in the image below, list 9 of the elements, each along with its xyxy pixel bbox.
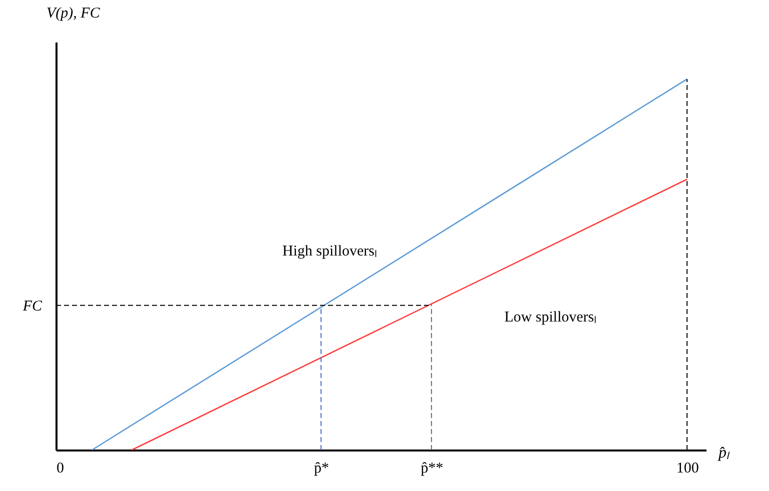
text: Low spilloversₗ <box>504 310 597 326</box>
x-tick-label: p̂** <box>420 460 444 476</box>
x-tick-label: 0 <box>56 460 64 476</box>
y-axis-title: V(p), FC <box>46 6 101 22</box>
ref-line-label: FC <box>22 298 43 314</box>
series-label: High spilloversₗ <box>282 244 378 260</box>
x-axis-title: p̂ₗ <box>718 444 730 462</box>
x-tick-label: p̂* <box>314 460 330 476</box>
x-tick-label: 100 <box>676 460 699 476</box>
